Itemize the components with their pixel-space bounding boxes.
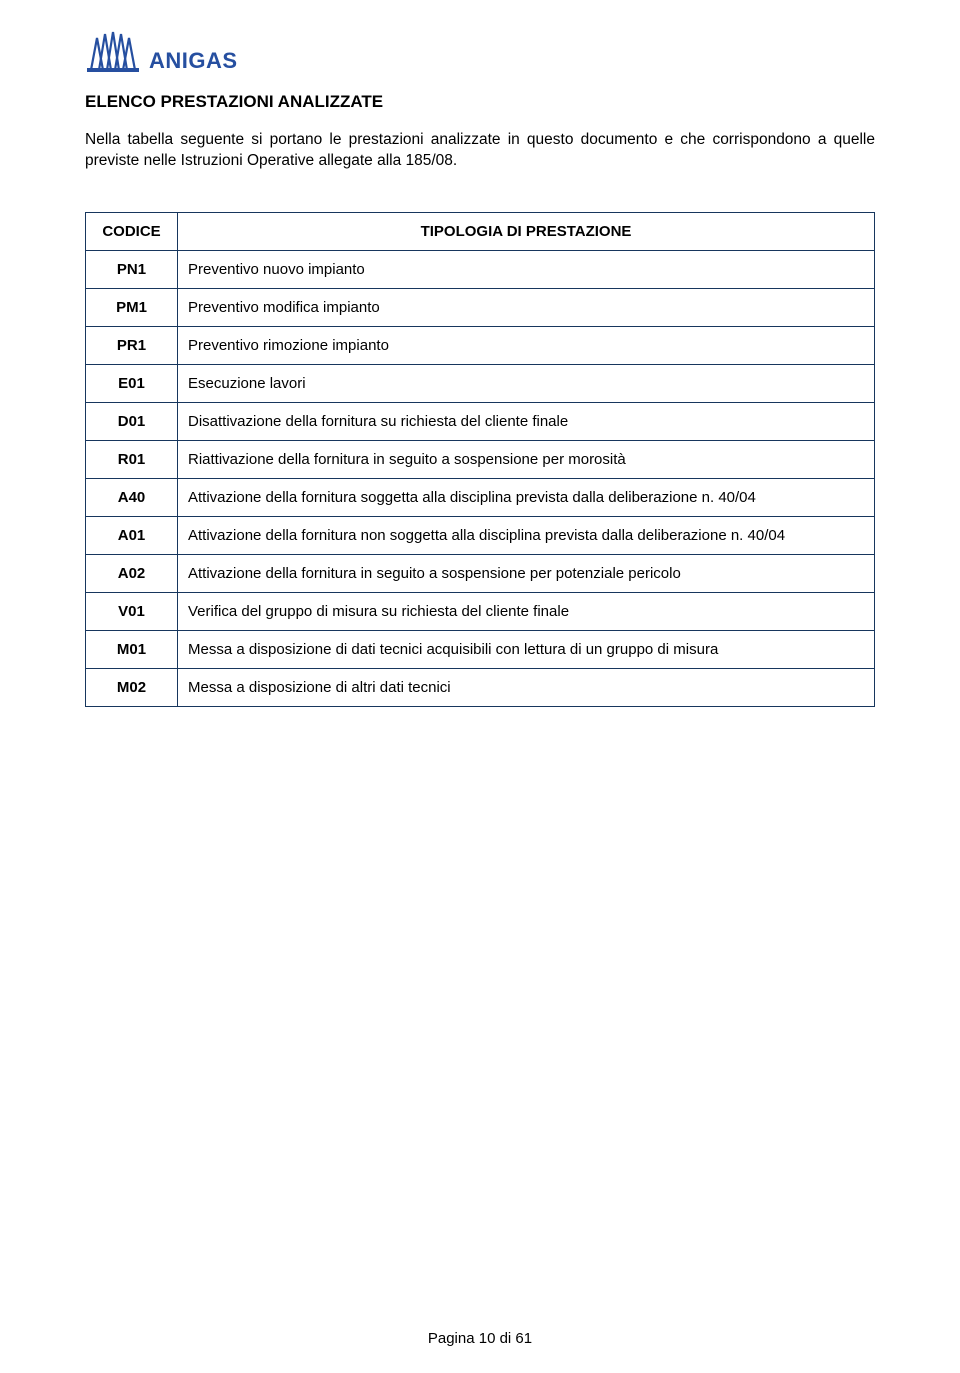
desc-cell: Esecuzione lavori — [178, 364, 875, 402]
desc-cell: Preventivo modifica impianto — [178, 288, 875, 326]
table-header-row: CODICE TIPOLOGIA DI PRESTAZIONE — [86, 212, 875, 250]
code-cell: E01 — [86, 364, 178, 402]
page: ANIGAS ELENCO PRESTAZIONI ANALIZZATE Nel… — [0, 0, 960, 1373]
code-cell: R01 — [86, 440, 178, 478]
table-row: PN1Preventivo nuovo impianto — [86, 250, 875, 288]
desc-cell: Preventivo rimozione impianto — [178, 326, 875, 364]
table-row: M02Messa a disposizione di altri dati te… — [86, 668, 875, 706]
logo-word: ANIGAS — [149, 48, 238, 74]
code-cell: PN1 — [86, 250, 178, 288]
code-cell: M02 — [86, 668, 178, 706]
code-cell: D01 — [86, 402, 178, 440]
code-cell: M01 — [86, 630, 178, 668]
table-row: PR1Preventivo rimozione impianto — [86, 326, 875, 364]
logo: ANIGAS — [85, 30, 875, 74]
desc-cell: Attivazione della fornitura non soggetta… — [178, 516, 875, 554]
page-footer: Pagina 10 di 61 — [0, 1330, 960, 1347]
code-cell: A40 — [86, 478, 178, 516]
code-cell: V01 — [86, 592, 178, 630]
desc-cell: Attivazione della fornitura in seguito a… — [178, 554, 875, 592]
desc-cell: Verifica del gruppo di misura su richies… — [178, 592, 875, 630]
desc-cell: Riattivazione della fornitura in seguito… — [178, 440, 875, 478]
code-cell: PM1 — [86, 288, 178, 326]
section-title: ELENCO PRESTAZIONI ANALIZZATE — [85, 92, 875, 112]
table-row: D01Disattivazione della fornitura su ric… — [86, 402, 875, 440]
table-row: A01Attivazione della fornitura non sogge… — [86, 516, 875, 554]
prestazioni-table: CODICE TIPOLOGIA DI PRESTAZIONE PN1Preve… — [85, 212, 875, 707]
desc-cell: Preventivo nuovo impianto — [178, 250, 875, 288]
intro-paragraph: Nella tabella seguente si portano le pre… — [85, 130, 875, 172]
table-row: PM1Preventivo modifica impianto — [86, 288, 875, 326]
code-cell: A02 — [86, 554, 178, 592]
header-code: CODICE — [86, 212, 178, 250]
table-row: M01Messa a disposizione di dati tecnici … — [86, 630, 875, 668]
desc-cell: Messa a disposizione di dati tecnici acq… — [178, 630, 875, 668]
table-row: E01Esecuzione lavori — [86, 364, 875, 402]
code-cell: A01 — [86, 516, 178, 554]
desc-cell: Attivazione della fornitura soggetta all… — [178, 478, 875, 516]
desc-cell: Disattivazione della fornitura su richie… — [178, 402, 875, 440]
table-row: R01Riattivazione della fornitura in segu… — [86, 440, 875, 478]
table-row: A02Attivazione della fornitura in seguit… — [86, 554, 875, 592]
code-cell: PR1 — [86, 326, 178, 364]
table-row: V01Verifica del gruppo di misura su rich… — [86, 592, 875, 630]
logo-mark-icon — [85, 30, 143, 74]
desc-cell: Messa a disposizione di altri dati tecni… — [178, 668, 875, 706]
table-row: A40Attivazione della fornitura soggetta … — [86, 478, 875, 516]
header-desc: TIPOLOGIA DI PRESTAZIONE — [178, 212, 875, 250]
